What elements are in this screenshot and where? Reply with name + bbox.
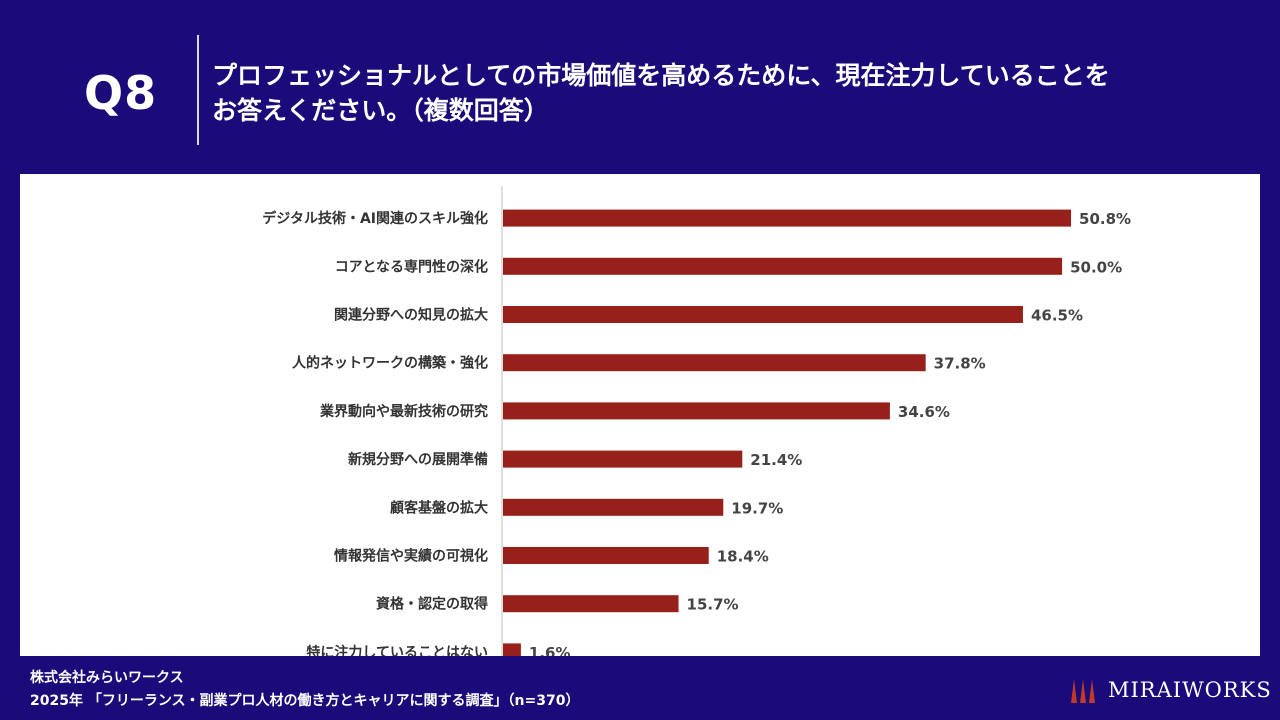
data-label: 19.7% <box>731 499 783 517</box>
bar <box>503 643 521 656</box>
bar <box>503 498 724 516</box>
bar <box>503 450 743 468</box>
data-label: 50.8% <box>1079 210 1131 228</box>
category-label: 人的ネットワークの構築・強化 <box>292 355 488 372</box>
chart-panel: デジタル技術・AI関連のスキル強化 50.8% コアとなる専門性の深化 50.0% 関連… <box>20 174 1260 656</box>
category-label: 関連分野への知見の拡大 <box>334 307 488 324</box>
data-label: 37.8% <box>934 355 986 373</box>
header-divider <box>197 35 199 145</box>
data-label: 15.7% <box>687 596 739 614</box>
miraiworks-logo: MIRAIWORKS <box>1068 675 1271 707</box>
bar <box>503 547 709 564</box>
data-label: 1.6% <box>529 644 571 656</box>
category-label: デジタル技術・AI関連のスキル強化 <box>262 210 488 227</box>
category-label: 特に注力していることはない <box>306 644 488 656</box>
data-label: 46.5% <box>1031 307 1083 325</box>
bar <box>503 354 926 372</box>
footer-source: 2025年 「フリーランス・副業プロ人材の働き方とキャリアに関する調査」（n=3… <box>30 693 580 709</box>
data-label: 21.4% <box>750 451 802 469</box>
question-title: プロフェッショナルとしての市場価値を高めるために、現在注力していることを お答え… <box>212 58 1212 128</box>
bar <box>503 306 1023 323</box>
bar <box>503 595 679 613</box>
bar-chart: デジタル技術・AI関連のスキル強化 50.8% コアとなる専門性の深化 50.0% 関連… <box>262 186 1131 656</box>
data-label: 34.6% <box>898 403 950 421</box>
category-label: 資格・認定の取得 <box>376 596 488 613</box>
footer-company: 株式会社みらいワークス <box>30 670 184 686</box>
question-title-line-2: お答えください。（複数回答） <box>212 96 549 125</box>
bar <box>503 402 890 420</box>
logo-mark-icon <box>1071 679 1095 703</box>
category-label: 顧客基盤の拡大 <box>390 499 488 516</box>
bar <box>503 209 1072 227</box>
data-label: 50.0% <box>1070 258 1122 276</box>
logo-text: MIRAIWORKS <box>1108 678 1272 702</box>
category-label: 新規分野への展開準備 <box>348 451 488 468</box>
question-number: Q8 <box>84 66 158 120</box>
question-title-line-1: プロフェッショナルとしての市場価値を高めるために、現在注力していることを <box>212 61 1110 90</box>
category-label: コアとなる専門性の深化 <box>335 258 488 275</box>
category-label: 情報発信や実績の可視化 <box>334 548 488 565</box>
category-label: 業界動向や最新技術の研究 <box>319 403 488 420</box>
bar <box>503 257 1063 275</box>
data-label: 18.4% <box>717 548 769 566</box>
